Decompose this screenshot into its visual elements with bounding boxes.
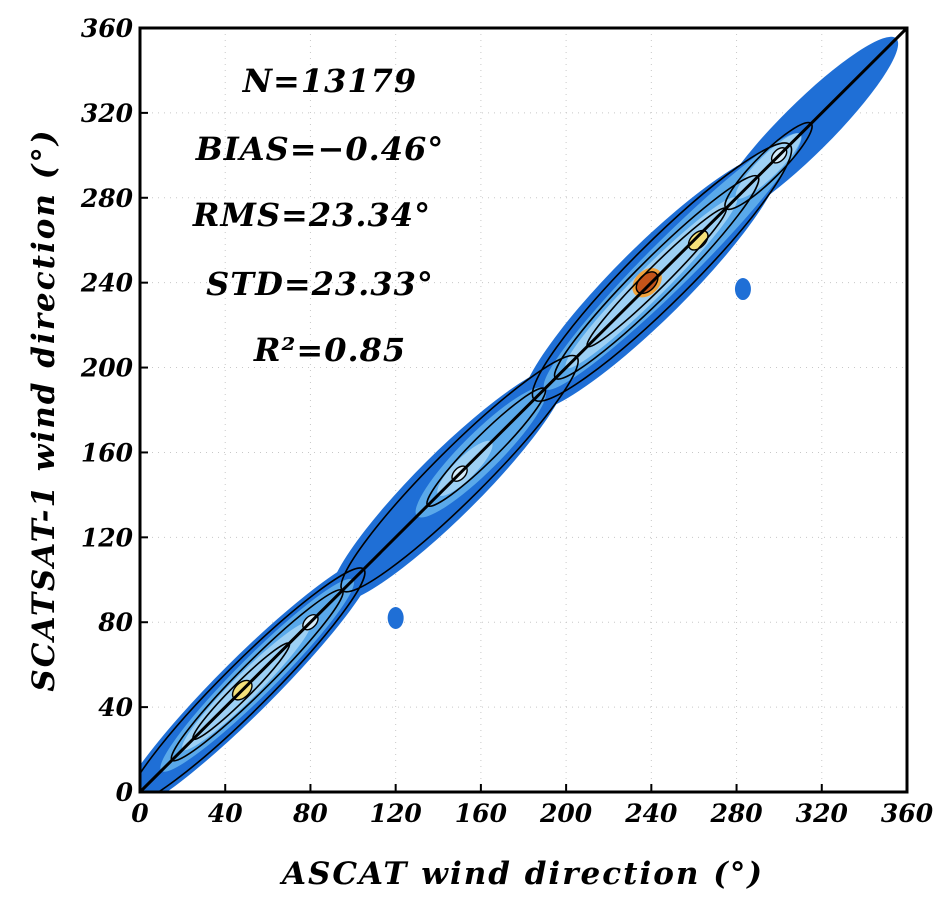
- x-tick-label: 360: [881, 799, 934, 828]
- grid-lines: [140, 28, 907, 792]
- y-tick-label: 320: [81, 99, 134, 128]
- y-tick-label: 360: [81, 14, 134, 43]
- x-tick-label: 40: [208, 799, 243, 828]
- y-tick-label: 120: [81, 523, 134, 552]
- stat-r2: R²=0.85: [253, 331, 406, 369]
- x-tick-label: 240: [624, 799, 678, 828]
- y-tick-label: 160: [81, 438, 134, 467]
- stat-std: STD=23.33°: [206, 265, 434, 303]
- statistics-panel: N=13179 BIAS=−0.46° RMS=23.34° STD=23.33…: [192, 62, 445, 369]
- density-hotspot-contour: [687, 229, 709, 251]
- y-tick-label: 200: [80, 354, 134, 383]
- y-tick-label: 0: [116, 778, 134, 807]
- x-tick-label: 280: [709, 799, 763, 828]
- x-tick-label: 160: [455, 799, 508, 828]
- x-axis-label: ASCAT wind direction (°): [279, 856, 764, 892]
- x-tick-label: 80: [292, 799, 328, 828]
- x-tick-label: 320: [796, 799, 849, 828]
- y-tick-label: 40: [98, 693, 133, 722]
- x-tick-label: 120: [370, 799, 423, 828]
- x-tick-label: 0: [131, 799, 149, 828]
- x-tick-label: 200: [539, 799, 593, 828]
- density-outlier: [387, 606, 404, 629]
- y-axis-ticks: 0 40 80 120 160 200 240 280 320 360: [80, 14, 148, 807]
- stat-bias: BIAS=−0.46°: [195, 130, 445, 168]
- stat-rms: RMS=23.34°: [192, 196, 431, 234]
- y-tick-label: 280: [80, 184, 134, 213]
- density-outlier: [734, 278, 751, 301]
- y-tick-label: 240: [80, 269, 134, 298]
- one-to-one-line: [138, 26, 909, 794]
- plot-frame: [138, 26, 909, 794]
- x-axis-ticks: 0 40 80 120 160 200 240 280 320 360: [131, 784, 934, 828]
- y-axis-label: SCATSAT-1 wind direction (°): [26, 128, 62, 691]
- stat-n: N=13179: [242, 62, 417, 100]
- y-tick-label: 80: [97, 608, 133, 637]
